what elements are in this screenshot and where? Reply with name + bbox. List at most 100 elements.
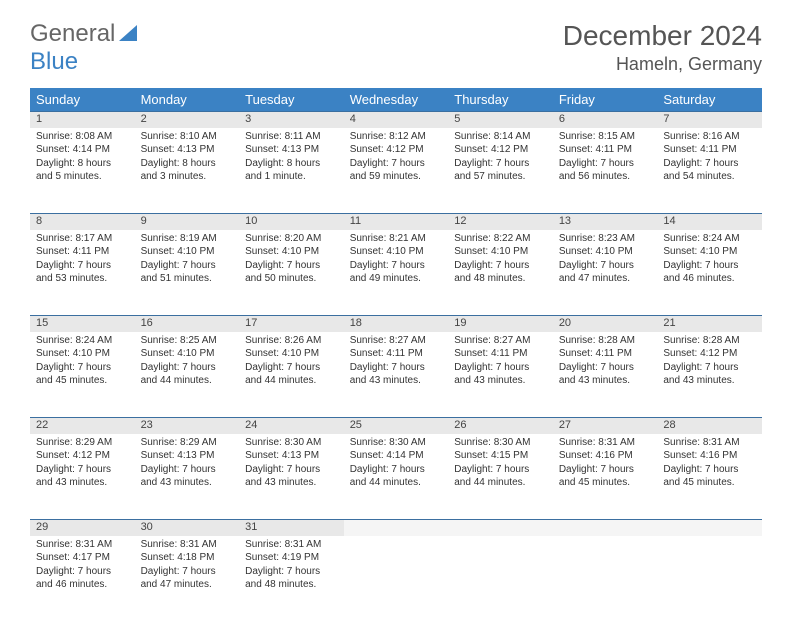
- daylight-text: Daylight: 7 hours and 44 minutes.: [245, 361, 338, 388]
- day-data-cell: Sunrise: 8:23 AMSunset: 4:10 PMDaylight:…: [553, 230, 658, 316]
- day-data-cell: Sunrise: 8:30 AMSunset: 4:15 PMDaylight:…: [448, 434, 553, 520]
- daylight-text: Daylight: 7 hours and 54 minutes.: [663, 157, 756, 184]
- daylight-text: Daylight: 7 hours and 48 minutes.: [454, 259, 547, 286]
- sunset-text: Sunset: 4:10 PM: [36, 347, 129, 361]
- day-data-cell: Sunrise: 8:29 AMSunset: 4:13 PMDaylight:…: [135, 434, 240, 520]
- sunrise-text: Sunrise: 8:24 AM: [36, 334, 129, 348]
- sunrise-text: Sunrise: 8:31 AM: [559, 436, 652, 450]
- brand-logo: General Blue: [30, 20, 139, 76]
- sunrise-text: Sunrise: 8:28 AM: [663, 334, 756, 348]
- sunset-text: Sunset: 4:12 PM: [36, 449, 129, 463]
- daylight-text: Daylight: 7 hours and 44 minutes.: [454, 463, 547, 490]
- dayname-header: Friday: [553, 88, 658, 112]
- logo-part1: General: [30, 20, 115, 47]
- sunrise-text: Sunrise: 8:23 AM: [559, 232, 652, 246]
- day-number-cell: 8: [30, 214, 135, 230]
- day-data-cell: Sunrise: 8:29 AMSunset: 4:12 PMDaylight:…: [30, 434, 135, 520]
- sunset-text: Sunset: 4:11 PM: [36, 245, 129, 259]
- sunrise-text: Sunrise: 8:12 AM: [350, 130, 443, 144]
- daylight-text: Daylight: 7 hours and 43 minutes.: [141, 463, 234, 490]
- dayname-header: Thursday: [448, 88, 553, 112]
- day-number-cell: 10: [239, 214, 344, 230]
- dayname-header: Wednesday: [344, 88, 449, 112]
- daylight-text: Daylight: 7 hours and 43 minutes.: [559, 361, 652, 388]
- day-data-cell: Sunrise: 8:28 AMSunset: 4:12 PMDaylight:…: [657, 332, 762, 418]
- day-number-cell: 27: [553, 418, 658, 434]
- sunrise-text: Sunrise: 8:11 AM: [245, 130, 338, 144]
- day-data-cell: Sunrise: 8:24 AMSunset: 4:10 PMDaylight:…: [657, 230, 762, 316]
- sunset-text: Sunset: 4:13 PM: [141, 449, 234, 463]
- week-data-row: Sunrise: 8:24 AMSunset: 4:10 PM Daylight:…: [30, 332, 762, 418]
- daylight-text: Daylight: 7 hours and 44 minutes.: [350, 463, 443, 490]
- daylight-text: Daylight: 7 hours and 44 minutes.: [141, 361, 234, 388]
- day-data-cell: [553, 536, 658, 622]
- day-number-cell: 22: [30, 418, 135, 434]
- dayname-header: Saturday: [657, 88, 762, 112]
- sunset-text: Sunset: 4:11 PM: [559, 143, 652, 157]
- logo-part2: Blue: [30, 48, 78, 75]
- sunset-text: Sunset: 4:14 PM: [350, 449, 443, 463]
- calendar-page: General Blue December 2024 Hameln, Germa…: [0, 0, 792, 642]
- sunset-text: Sunset: 4:16 PM: [559, 449, 652, 463]
- sunset-text: Sunset: 4:14 PM: [36, 143, 129, 157]
- sunset-text: Sunset: 4:16 PM: [663, 449, 756, 463]
- sunset-text: Sunset: 4:12 PM: [663, 347, 756, 361]
- day-number-cell: 9: [135, 214, 240, 230]
- week-data-row: Sunrise: 8:17 AMSunset: 4:11 PMDaylight:…: [30, 230, 762, 316]
- sunset-text: Sunset: 4:10 PM: [663, 245, 756, 259]
- sunset-text: Sunset: 4:10 PM: [350, 245, 443, 259]
- daylight-text: Daylight: 7 hours and 51 minutes.: [141, 259, 234, 286]
- sunrise-text: Sunrise: 8:27 AM: [350, 334, 443, 348]
- daylight-text: Daylight: 7 hours and 53 minutes.: [36, 259, 129, 286]
- week-daynum-row: 293031: [30, 520, 762, 536]
- day-number-cell: 26: [448, 418, 553, 434]
- day-number-cell: [657, 520, 762, 536]
- day-number-cell: 12: [448, 214, 553, 230]
- daylight-text: Daylight: 7 hours and 56 minutes.: [559, 157, 652, 184]
- sunrise-text: Sunrise: 8:31 AM: [36, 538, 129, 552]
- day-number-cell: 5: [448, 112, 553, 128]
- sunset-text: Sunset: 4:13 PM: [245, 449, 338, 463]
- day-number-cell: 16: [135, 316, 240, 332]
- dayname-header: Sunday: [30, 88, 135, 112]
- day-number-cell: [448, 520, 553, 536]
- day-number-cell: 7: [657, 112, 762, 128]
- sunset-text: Sunset: 4:10 PM: [454, 245, 547, 259]
- day-data-cell: Sunrise: 8:17 AMSunset: 4:11 PMDaylight:…: [30, 230, 135, 316]
- daylight-text: Daylight: 7 hours and 47 minutes.: [559, 259, 652, 286]
- daylight-text: Daylight: 7 hours and 50 minutes.: [245, 259, 338, 286]
- week-data-row: Sunrise: 8:31 AMSunset: 4:17 PMDaylight:…: [30, 536, 762, 622]
- day-number-cell: 4: [344, 112, 449, 128]
- day-data-cell: Sunrise: 8:15 AMSunset: 4:11 PMDaylight:…: [553, 128, 658, 214]
- sunset-text: Sunset: 4:11 PM: [350, 347, 443, 361]
- daylight-text: Daylight: 7 hours and 43 minutes.: [454, 361, 547, 388]
- sunrise-text: Sunrise: 8:30 AM: [454, 436, 547, 450]
- sunset-text: Sunset: 4:17 PM: [36, 551, 129, 565]
- sunset-text: Sunset: 4:10 PM: [245, 245, 338, 259]
- day-number-cell: 2: [135, 112, 240, 128]
- day-data-cell: Sunrise: 8:25 AMSunset: 4:10 PMDaylight:…: [135, 332, 240, 418]
- day-data-cell: Sunrise: 8:14 AMSunset: 4:12 PMDaylight:…: [448, 128, 553, 214]
- month-title: December 2024: [563, 20, 762, 52]
- day-data-cell: Sunrise: 8:20 AMSunset: 4:10 PMDaylight:…: [239, 230, 344, 316]
- sunset-text: Sunset: 4:11 PM: [454, 347, 547, 361]
- day-data-cell: [344, 536, 449, 622]
- day-data-cell: Sunrise: 8:22 AMSunset: 4:10 PMDaylight:…: [448, 230, 553, 316]
- sunrise-text: Sunrise: 8:27 AM: [454, 334, 547, 348]
- sunrise-text: Sunrise: 8:31 AM: [141, 538, 234, 552]
- daylight-text: Daylight: 7 hours and 48 minutes.: [245, 565, 338, 592]
- dayname-header: Tuesday: [239, 88, 344, 112]
- sunset-text: Sunset: 4:19 PM: [245, 551, 338, 565]
- week-daynum-row: 15161718192021: [30, 316, 762, 332]
- daylight-text: Daylight: 7 hours and 43 minutes.: [350, 361, 443, 388]
- sunset-text: Sunset: 4:13 PM: [141, 143, 234, 157]
- day-data-cell: Sunrise: 8:28 AMSunset: 4:11 PMDaylight:…: [553, 332, 658, 418]
- sunrise-text: Sunrise: 8:30 AM: [350, 436, 443, 450]
- day-data-cell: Sunrise: 8:16 AMSunset: 4:11 PMDaylight:…: [657, 128, 762, 214]
- sunset-text: Sunset: 4:10 PM: [141, 245, 234, 259]
- sunrise-text: Sunrise: 8:22 AM: [454, 232, 547, 246]
- day-data-cell: [657, 536, 762, 622]
- sunrise-text: Sunrise: 8:29 AM: [36, 436, 129, 450]
- day-number-cell: 31: [239, 520, 344, 536]
- sunrise-text: Sunrise: 8:17 AM: [36, 232, 129, 246]
